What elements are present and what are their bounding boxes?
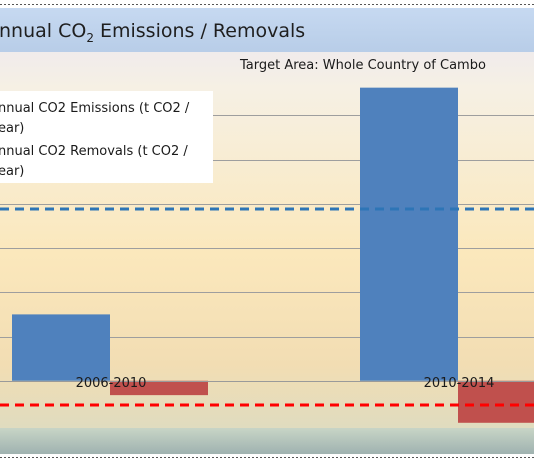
emissions-bar-2010-2014 [360, 87, 458, 381]
title-band [0, 8, 534, 52]
chart-subtitle: Target Area: Whole Country of Cambo [239, 58, 486, 73]
category-labels: 2006-2010 2010-2014 [76, 376, 495, 391]
bottom-band [0, 428, 534, 454]
category-label-2006-2010: 2006-2010 [76, 376, 147, 391]
legend-box [0, 91, 213, 183]
legend-entry-removals: nnual CO2 Removals (t CO2 /ear) [0, 144, 188, 179]
category-label-2010-2014: 2010-2014 [424, 376, 495, 391]
chart-title: nnual CO2 Emissions / Removals [0, 20, 305, 45]
removals-bar-2010-2014 [458, 380, 534, 423]
removals-bar-2006-2010 [110, 380, 208, 396]
legend-entry-emissions: nnual CO2 Emissions (t CO2 /ear) [0, 101, 190, 136]
bars [12, 87, 534, 423]
legend: nnual CO2 Emissions (t CO2 /ear) nnual C… [0, 91, 213, 183]
emissions-bar-2006-2010 [12, 314, 110, 381]
